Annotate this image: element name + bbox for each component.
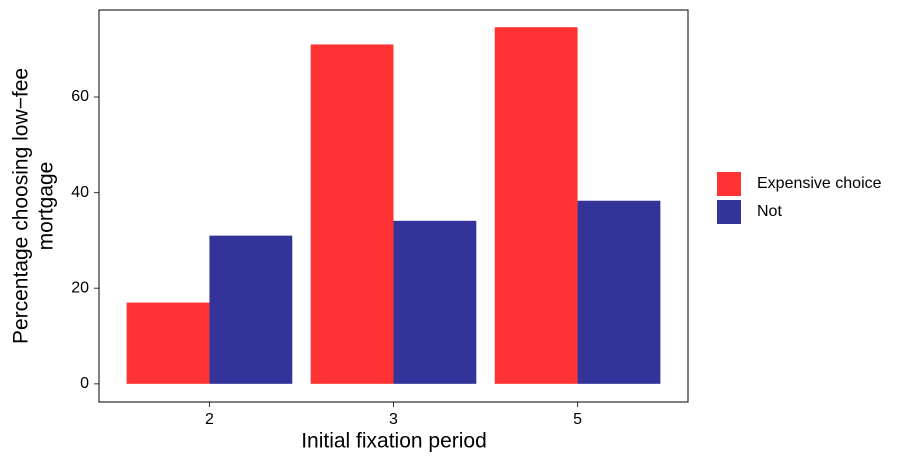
x-axis-title: Initial fixation period bbox=[301, 430, 487, 453]
y-axis-title: mortgage bbox=[35, 162, 58, 251]
bar bbox=[577, 200, 661, 384]
bar bbox=[209, 235, 293, 384]
legend-swatch bbox=[717, 200, 741, 224]
x-tick-label: 2 bbox=[205, 411, 214, 428]
legend-label: Expensive choice bbox=[757, 175, 882, 192]
x-tick-label: 5 bbox=[573, 411, 582, 428]
y-tick-label: 60 bbox=[71, 88, 89, 105]
y-axis-title: Percentage choosing low−fee bbox=[10, 68, 33, 344]
y-tick-label: 40 bbox=[71, 184, 89, 201]
y-tick-label: 0 bbox=[80, 375, 89, 392]
legend-label: Not bbox=[757, 203, 782, 220]
bar bbox=[393, 220, 477, 384]
x-tick-label: 3 bbox=[389, 411, 398, 428]
bar bbox=[310, 44, 394, 384]
bar bbox=[494, 27, 578, 384]
y-tick-label: 20 bbox=[71, 279, 89, 296]
plot-border bbox=[98, 9, 689, 403]
bar bbox=[126, 302, 210, 384]
legend-swatch bbox=[717, 172, 741, 196]
